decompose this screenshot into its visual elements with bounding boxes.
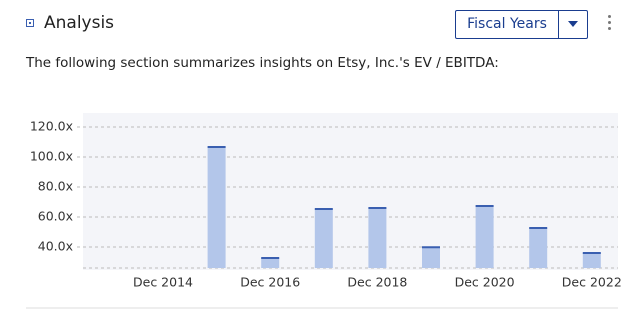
bar bbox=[475, 206, 494, 268]
bar bbox=[314, 209, 333, 268]
bar bbox=[368, 208, 387, 268]
y-tick-label: 40.0x bbox=[38, 239, 73, 254]
y-tick-label: 120.0x bbox=[30, 119, 73, 134]
bar bbox=[582, 253, 601, 268]
x-tick-label: Dec 2016 bbox=[240, 275, 300, 290]
plot-area bbox=[83, 113, 618, 270]
x-tick-label: Dec 2014 bbox=[133, 275, 193, 290]
y-tick-label: 100.0x bbox=[30, 149, 73, 164]
x-tick-label: Dec 2022 bbox=[562, 275, 622, 290]
bar bbox=[422, 247, 440, 268]
y-tick-label: 60.0x bbox=[38, 209, 73, 224]
bar bbox=[529, 227, 548, 268]
x-tick-label: Dec 2020 bbox=[455, 275, 515, 290]
bar bbox=[261, 257, 280, 268]
more-menu[interactable] bbox=[608, 15, 612, 33]
y-tick-label: 80.0x bbox=[38, 179, 73, 194]
section-icon bbox=[26, 19, 34, 27]
section-title: Analysis bbox=[44, 13, 115, 33]
x-tick-label: Dec 2018 bbox=[347, 275, 407, 290]
fiscal-dropdown[interactable]: Fiscal Years bbox=[455, 10, 588, 39]
dropdown-label[interactable]: Fiscal Years bbox=[467, 16, 547, 32]
bar bbox=[207, 146, 226, 268]
dropdown-arrow[interactable] bbox=[558, 11, 587, 38]
description: The following section summarizes insight… bbox=[26, 55, 499, 71]
